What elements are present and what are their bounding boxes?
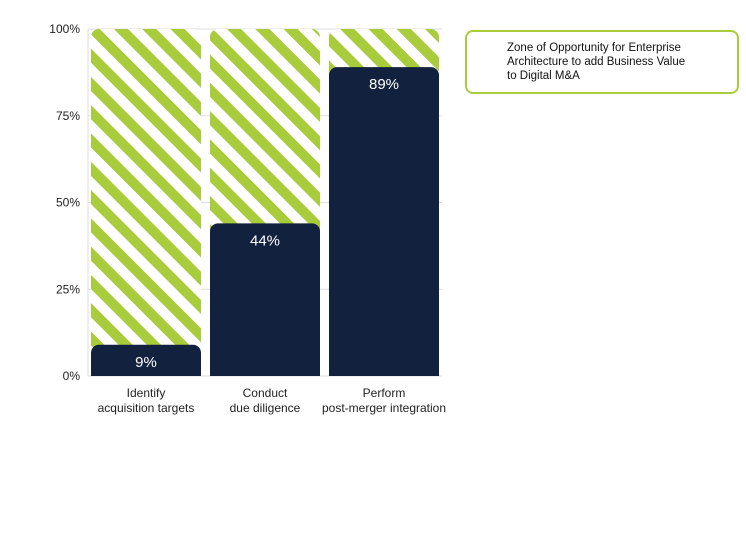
bar-base [91, 368, 201, 376]
opportunity-callout: Zone of Opportunity for Enterprise Archi… [465, 30, 739, 94]
data-label: 9% [135, 354, 157, 371]
y-axis: 0% 25% 50% 75% 100% [49, 22, 89, 383]
x-tick-label: Conduct [243, 386, 288, 400]
bar-base [329, 368, 439, 376]
x-tick-label: due diligence [230, 401, 301, 415]
bars [91, 67, 439, 377]
x-tick-label: Identify [127, 386, 166, 400]
data-label: 89% [369, 76, 399, 93]
y-tick-label: 100% [49, 22, 80, 36]
data-label: 44% [250, 232, 280, 249]
x-tick-label: post-merger integration [322, 401, 446, 415]
bar [329, 67, 439, 377]
opportunity-column [91, 29, 201, 376]
y-tick-label: 0% [63, 369, 81, 383]
bar-base [210, 368, 320, 376]
x-tick-label: Perform [363, 386, 406, 400]
y-tick-label: 50% [56, 196, 80, 210]
bar [210, 223, 320, 376]
x-tick-label: acquisition targets [98, 401, 195, 415]
callout-text: Zone of Opportunity for Enterprise Archi… [507, 42, 686, 82]
y-tick-label: 75% [56, 109, 80, 123]
y-tick-label: 25% [56, 282, 80, 296]
